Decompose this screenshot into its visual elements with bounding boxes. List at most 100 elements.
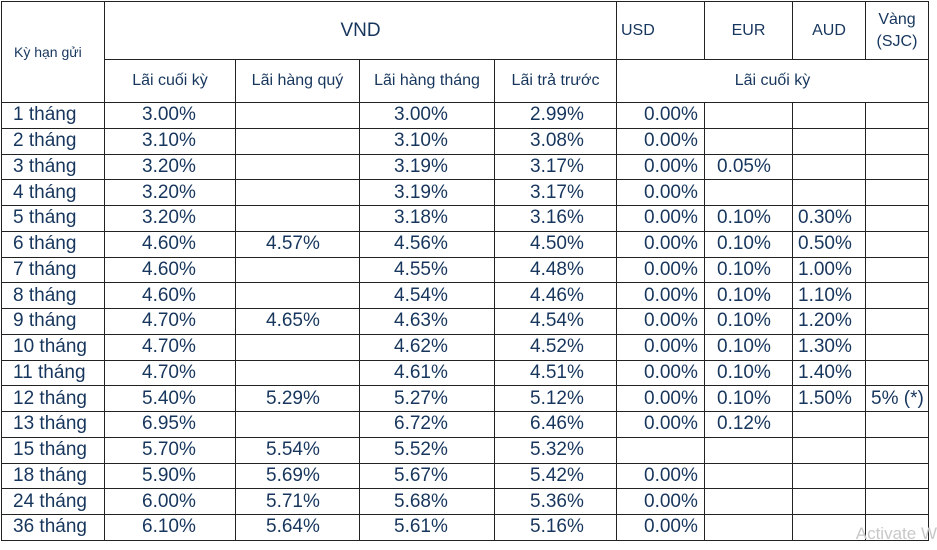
usd-header: USD: [616, 1, 705, 60]
eur-cell: [704, 436, 793, 464]
usd-cell: 0.00%: [616, 359, 705, 387]
subheader-foreign-end-of-term: Lãi cuối kỳ: [616, 59, 929, 103]
end-of-term-cell: 6.00%: [104, 488, 236, 515]
monthly-cell: 5.68%: [359, 488, 495, 515]
rate-table-wrapper: Kỳ hạn gửi VND USD EUR AUD Vàng (SJC) Lã…: [1, 1, 929, 541]
end-of-term-cell: 3.00%: [104, 102, 236, 129]
vnd-header: VND: [104, 1, 617, 60]
quarterly-cell: [235, 333, 360, 361]
term-cell: 3 tháng: [1, 153, 105, 181]
eur-cell: 0.10%: [704, 205, 793, 232]
gold-cell: [865, 230, 929, 258]
aud-cell: [792, 411, 866, 438]
subheader-monthly: Lãi hàng tháng: [359, 59, 495, 103]
aud-cell: [792, 462, 866, 490]
aud-cell: 1.00%: [792, 256, 866, 284]
quarterly-cell: [235, 102, 360, 129]
prepaid-cell: 5.12%: [494, 385, 617, 412]
table-row: 1 tháng 3.00% 3.00% 2.99% 0.00%: [1, 102, 929, 129]
monthly-cell: 4.56%: [359, 230, 495, 258]
quarterly-cell: [235, 205, 360, 232]
quarterly-cell: 5.29%: [235, 385, 360, 412]
quarterly-cell: [235, 359, 360, 387]
usd-cell: 0.00%: [616, 462, 705, 490]
quarterly-cell: [235, 411, 360, 438]
table-row: 8 tháng 4.60% 4.54% 4.46% 0.00% 0.10% 1.10%: [1, 282, 929, 309]
usd-cell: 0.00%: [616, 256, 705, 284]
aud-cell: [792, 488, 866, 515]
prepaid-cell: 4.51%: [494, 359, 617, 387]
prepaid-cell: 5.42%: [494, 462, 617, 490]
end-of-term-cell: 5.40%: [104, 385, 236, 412]
prepaid-cell: 2.99%: [494, 102, 617, 129]
monthly-cell: 4.55%: [359, 256, 495, 284]
monthly-cell: 4.63%: [359, 308, 495, 335]
eur-cell: [704, 179, 793, 206]
term-cell: 15 tháng: [1, 436, 105, 464]
table-row: 36 tháng 6.10% 5.64% 5.61% 5.16% 0.00%: [1, 514, 929, 541]
aud-cell: [792, 102, 866, 129]
gold-cell: [865, 308, 929, 335]
aud-cell: [792, 153, 866, 181]
term-cell: 7 tháng: [1, 256, 105, 284]
prepaid-cell: 5.32%: [494, 436, 617, 464]
gold-cell: [865, 127, 929, 155]
eur-cell: [704, 488, 793, 515]
eur-cell: 0.10%: [704, 256, 793, 284]
prepaid-cell: 4.54%: [494, 308, 617, 335]
activate-windows-watermark: Activate W: [855, 524, 937, 543]
header-row: Kỳ hạn gửi VND USD EUR AUD Vàng (SJC): [1, 1, 929, 103]
prepaid-cell: 3.17%: [494, 153, 617, 181]
term-cell: 2 tháng: [1, 127, 105, 155]
eur-cell: [704, 514, 793, 541]
table-row: 6 tháng 4.60% 4.57% 4.56% 4.50% 0.00% 0.10% 0.5…: [1, 230, 929, 258]
subheader-quarterly: Lãi hàng quý: [235, 59, 360, 103]
monthly-cell: 5.67%: [359, 462, 495, 490]
monthly-cell: 3.19%: [359, 179, 495, 206]
end-of-term-cell: 3.10%: [104, 127, 236, 155]
term-cell: 13 tháng: [1, 411, 105, 438]
eur-cell: [704, 127, 793, 155]
table-row: 18 tháng 5.90% 5.69% 5.67% 5.42% 0.00%: [1, 462, 929, 490]
subheader-row: Lãi cuối kỳ Lãi hàng quý Lãi hàng tháng …: [2, 59, 929, 103]
prepaid-cell: 5.36%: [494, 488, 617, 515]
end-of-term-cell: 3.20%: [104, 205, 236, 232]
eur-header: EUR: [704, 1, 793, 60]
quarterly-cell: 5.71%: [235, 488, 360, 515]
monthly-cell: 6.72%: [359, 411, 495, 438]
prepaid-cell: 5.16%: [494, 514, 617, 541]
eur-cell: 0.10%: [704, 282, 793, 309]
usd-cell: 0.00%: [616, 102, 705, 129]
table-row: 13 tháng 6.95% 6.72% 6.46% 0.00% 0.12%: [1, 411, 929, 438]
quarterly-cell: 5.64%: [235, 514, 360, 541]
monthly-cell: 4.54%: [359, 282, 495, 309]
prepaid-cell: 6.46%: [494, 411, 617, 438]
table-row: 10 tháng 4.70% 4.62% 4.52% 0.00% 0.10% 1.30%: [1, 333, 929, 361]
quarterly-cell: 4.65%: [235, 308, 360, 335]
end-of-term-cell: 4.60%: [104, 230, 236, 258]
prepaid-cell: 4.48%: [494, 256, 617, 284]
term-cell: 11 tháng: [1, 359, 105, 387]
table-row: 2 tháng 3.10% 3.10% 3.08% 0.00%: [1, 127, 929, 155]
gold-cell: [865, 333, 929, 361]
interest-rate-table: Kỳ hạn gửi VND USD EUR AUD Vàng (SJC) Lã…: [1, 1, 929, 541]
eur-cell: 0.10%: [704, 308, 793, 335]
end-of-term-cell: 5.70%: [104, 436, 236, 464]
quarterly-cell: 4.57%: [235, 230, 360, 258]
usd-cell: 0.00%: [616, 411, 705, 438]
aud-cell: [792, 179, 866, 206]
gold-cell: [865, 514, 929, 541]
prepaid-cell: 4.52%: [494, 333, 617, 361]
aud-cell: 1.10%: [792, 282, 866, 309]
rate-table-body: 1 tháng 3.00% 3.00% 2.99% 0.00% 2 tháng 3.10% 3…: [1, 102, 929, 541]
eur-cell: 0.10%: [704, 230, 793, 258]
aud-cell: 1.30%: [792, 333, 866, 361]
term-cell: 24 tháng: [1, 488, 105, 515]
eur-cell: 0.10%: [704, 385, 793, 412]
end-of-term-cell: 4.60%: [104, 256, 236, 284]
term-cell: 4 tháng: [1, 179, 105, 206]
term-cell: 9 tháng: [1, 308, 105, 335]
table-row: 11 tháng 4.70% 4.61% 4.51% 0.00% 0.10% 1.40%: [1, 359, 929, 387]
term-cell: 18 tháng: [1, 462, 105, 490]
term-cell: 1 tháng: [1, 102, 105, 129]
